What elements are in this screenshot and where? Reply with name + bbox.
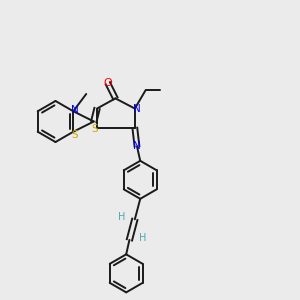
Text: N: N [71,105,79,115]
Text: O: O [103,78,112,88]
Text: S: S [71,130,78,140]
Text: H: H [139,233,146,243]
Text: N: N [133,141,141,151]
Text: N: N [134,103,141,113]
Text: S: S [91,124,98,134]
Text: H: H [118,212,126,222]
